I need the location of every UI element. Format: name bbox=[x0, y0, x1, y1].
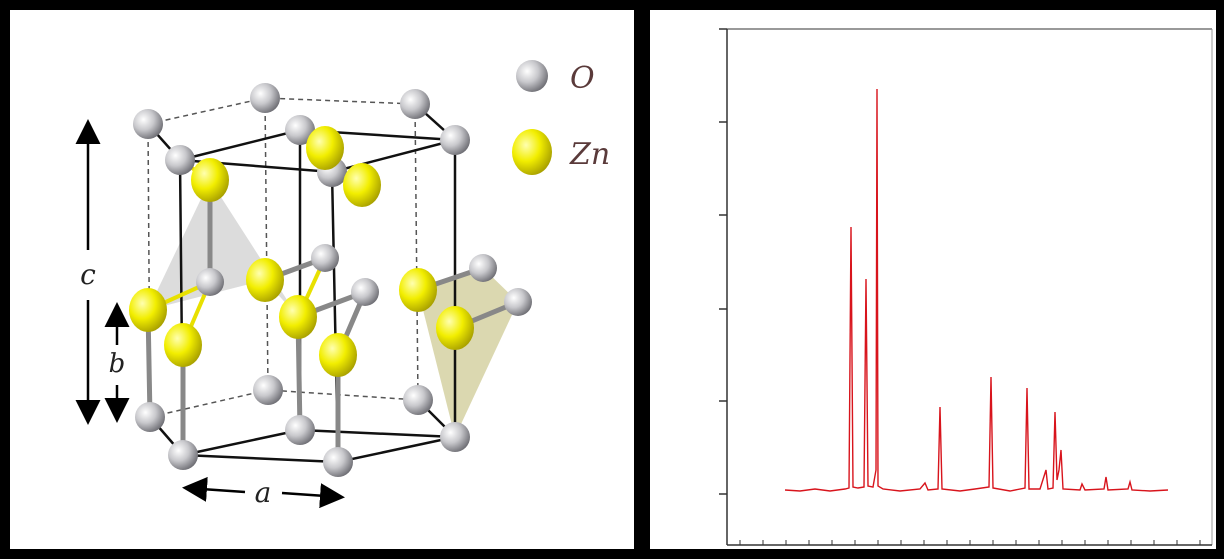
dimension-label: a bbox=[255, 476, 272, 509]
legend-swatch bbox=[512, 129, 552, 175]
dimension-label: c bbox=[80, 258, 96, 291]
panel-left bbox=[10, 10, 634, 549]
x-ticks bbox=[740, 540, 1200, 545]
legend-label: Zn bbox=[569, 137, 610, 172]
crystal-panel: c b a O Zn bbox=[10, 10, 634, 549]
panel-right bbox=[650, 10, 1216, 549]
legend-swatch bbox=[516, 60, 548, 92]
legend-label: O bbox=[570, 61, 595, 96]
dimension-label: b bbox=[109, 349, 126, 379]
figure: c b a O Zn bbox=[0, 0, 1224, 559]
page: c b a O Zn (() => { const data = JSON.pa… bbox=[0, 0, 1224, 559]
spectrum-panel bbox=[650, 10, 1216, 549]
